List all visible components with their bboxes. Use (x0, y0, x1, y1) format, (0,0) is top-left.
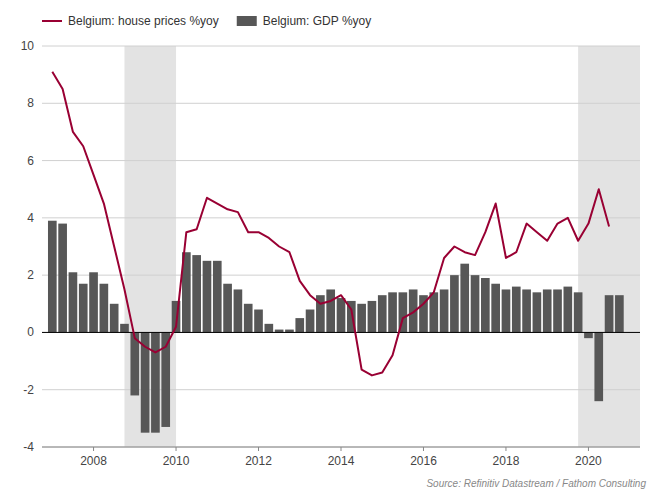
grid-line (42, 103, 640, 104)
bar (522, 289, 531, 332)
bar (326, 289, 335, 332)
x-tick (341, 447, 342, 451)
bar (471, 275, 480, 332)
bar (563, 287, 572, 333)
bar (440, 289, 449, 332)
grid-line (42, 275, 640, 276)
x-tick-label: 2012 (245, 454, 272, 468)
bar (48, 221, 57, 333)
bar (244, 304, 253, 333)
bar (120, 324, 129, 333)
bar (79, 284, 88, 333)
y-tick-label: -2 (23, 383, 34, 397)
bar (502, 289, 511, 332)
bar (58, 224, 67, 333)
grid-line (42, 160, 640, 161)
legend-item: Belgium: house prices %yoy (42, 14, 219, 28)
legend-swatch (237, 16, 257, 26)
shading-region (124, 46, 176, 447)
bar (337, 298, 346, 332)
legend-swatch (42, 20, 62, 22)
data (42, 72, 640, 433)
bar (378, 295, 387, 332)
bar (223, 284, 232, 333)
y-tick-label: 6 (27, 154, 34, 168)
bar (574, 292, 583, 332)
x-tick (176, 447, 177, 451)
bar (110, 304, 119, 333)
x-tick-label: 2008 (80, 454, 107, 468)
x-tick-label: 2014 (328, 454, 355, 468)
bar (594, 332, 603, 401)
x-tick-label: 2020 (575, 454, 602, 468)
legend-label: Belgium: GDP %yoy (263, 14, 372, 28)
bar (615, 295, 624, 332)
bar (192, 255, 201, 332)
bar (368, 301, 377, 333)
x-tick (588, 447, 589, 451)
y-tick-label: 2 (27, 268, 34, 282)
bar (512, 287, 521, 333)
grid-line (42, 332, 640, 333)
bar (264, 324, 273, 333)
grid-line (42, 217, 640, 218)
bar (234, 289, 243, 332)
x-tick (258, 447, 259, 451)
bar (89, 272, 98, 332)
bar (429, 292, 438, 332)
bar (553, 289, 562, 332)
bar (254, 310, 263, 333)
legend: Belgium: house prices %yoy Belgium: GDP %… (42, 14, 371, 28)
zero-line (42, 332, 640, 333)
y-tick-label: 10 (21, 39, 35, 53)
line (52, 72, 609, 376)
source: Source: Refinitiv Datastream / Fathom Co… (426, 478, 646, 489)
bar (357, 304, 366, 333)
y-tick-label: 8 (27, 96, 34, 110)
shading (124, 46, 640, 447)
y-tick-label: -4 (23, 440, 34, 454)
x-tick (423, 447, 424, 451)
bar (213, 261, 222, 333)
bar (533, 292, 542, 332)
bar (543, 289, 552, 332)
x-tick-label: 2018 (493, 454, 520, 468)
grid-line (42, 46, 640, 47)
bar (388, 292, 397, 332)
y-tick-label: 0 (27, 325, 34, 339)
bar (295, 318, 304, 332)
bar (450, 275, 459, 332)
bar (203, 261, 212, 333)
bar (100, 284, 109, 333)
bar (584, 332, 593, 338)
bar (491, 284, 500, 333)
x-tick-label: 2010 (163, 454, 190, 468)
bar-series (48, 221, 624, 433)
y-tick-label: 4 (27, 211, 34, 225)
x-tick (93, 447, 94, 451)
chart: -4 -2 0 2 4 6 8 10 2008 2010 2012 2014 2016 2018 2020 B… (0, 0, 660, 495)
bar (481, 278, 490, 332)
bar (306, 310, 315, 333)
bar (460, 264, 469, 333)
x-tick-label: 2016 (410, 454, 437, 468)
legend-item: Belgium: GDP %yoy (237, 14, 372, 28)
legend-label: Belgium: house prices %yoy (68, 14, 219, 28)
bar (605, 295, 614, 332)
bar (151, 332, 160, 432)
x-tick (505, 447, 506, 451)
bar (69, 272, 78, 332)
shading-region (578, 46, 640, 447)
